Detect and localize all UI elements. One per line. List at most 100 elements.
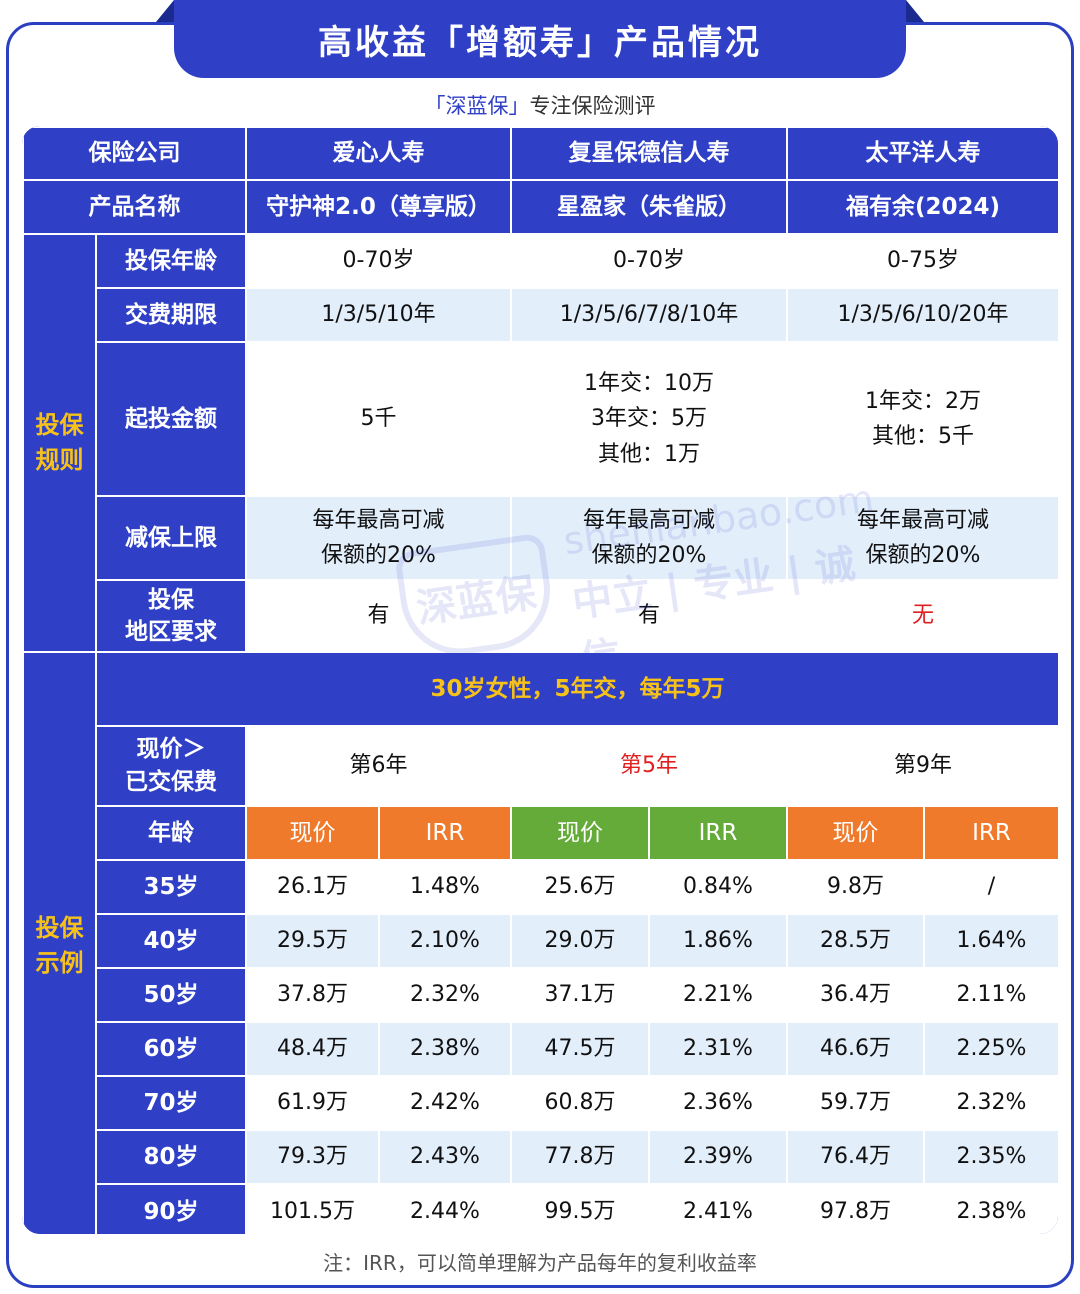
age-3: 0-75岁: [786, 233, 1058, 289]
rules-label-line-2: 规则: [35, 446, 84, 474]
min-amount-1-line: 5千: [360, 406, 397, 432]
row-value: 2.44%: [378, 1183, 512, 1234]
row-age: 80岁: [95, 1129, 247, 1185]
table-row: 50岁 37.8万 2.32% 37.1万 2.21% 36.4万 2.11%: [23, 967, 1058, 1023]
term-label: 交费期限: [95, 287, 247, 343]
reduce-2-line-2: 保额的20%: [591, 543, 707, 568]
min-amount-3-line-2: 其他：5千: [872, 424, 974, 449]
subtitle: 「深蓝保」专注保险测评: [0, 90, 1080, 120]
page-title: 高收益「增额寿」产品情况: [174, 0, 906, 78]
row-age: 60岁: [95, 1021, 247, 1077]
row-age: 50岁: [95, 967, 247, 1023]
row-value: 2.21%: [648, 967, 788, 1023]
row-value: 2.31%: [648, 1021, 788, 1077]
row-value: 2.32%: [923, 1075, 1058, 1131]
row-value: 60.8万: [510, 1075, 650, 1131]
min-amount-2: 1年交：10万 3年交：5万 其他：1万: [510, 341, 788, 497]
table-row: 40岁 29.5万 2.10% 29.0万 1.86% 28.5万 1.64%: [23, 913, 1058, 969]
row-value: 2.36%: [648, 1075, 788, 1131]
row-value: 1.48%: [378, 859, 512, 915]
min-amount-3: 1年交：2万 其他：5千: [786, 341, 1058, 497]
row-value: 59.7万: [786, 1075, 925, 1131]
row-value: 2.11%: [923, 967, 1058, 1023]
row-value: 97.8万: [786, 1183, 925, 1234]
row-value: 2.38%: [923, 1183, 1058, 1234]
row-value: 37.1万: [510, 967, 650, 1023]
company-row: 保险公司 爱心人寿 复星保德信人寿 太平洋人寿: [22, 126, 1058, 181]
term-2: 1/3/5/6/7/8/10年: [510, 287, 788, 343]
company-1: 爱心人寿: [245, 126, 512, 181]
banner-ear-right: [906, 0, 924, 22]
row-age: 35岁: [95, 859, 247, 915]
cv-header-2: 现价: [510, 805, 650, 861]
row-value: 2.35%: [923, 1129, 1058, 1185]
table-row: 35岁 26.1万 1.48% 25.6万 0.84% 9.8万 /: [23, 859, 1058, 915]
product-1: 守护神2.0（尊享版）: [245, 179, 512, 235]
table-row: 60岁 48.4万 2.38% 47.5万 2.31% 46.6万 2.25%: [23, 1021, 1058, 1077]
region-label-line-2: 地区要求: [125, 619, 217, 645]
row-value: 2.41%: [648, 1183, 788, 1234]
age-label: 投保年龄: [95, 233, 247, 289]
value-header-row: 年龄 现价 IRR 现价 IRR 现价 IRR: [23, 805, 1058, 861]
term-rule-row: 交费期限 1/3/5/10年 1/3/5/6/7/8/10年 1/3/5/6/1…: [23, 287, 1058, 343]
subtitle-brand: 「深蓝保」: [424, 94, 530, 118]
row-value: 76.4万: [786, 1129, 925, 1185]
reduce-1: 每年最高可减 保额的20%: [245, 495, 512, 581]
reduce-2-line-1: 每年最高可减: [582, 507, 715, 533]
region-label-line-1: 投保: [148, 586, 194, 613]
comparison-table: 保险公司 爱心人寿 复星保德信人寿 太平洋人寿 产品名称 守护神2.0（尊享版）…: [22, 126, 1058, 1234]
row-value: 48.4万: [245, 1021, 380, 1077]
row-value: 28.5万: [786, 913, 925, 969]
case-row: 投保 示例 30岁女性，5年交，每年5万: [22, 651, 1058, 1234]
row-age: 40岁: [95, 913, 247, 969]
reduce-3-line-2: 保额的20%: [865, 543, 981, 568]
product-row: 产品名称 守护神2.0（尊享版） 星盈家（朱雀版） 福有余(2024): [22, 179, 1058, 235]
min-amount-3-line-1: 1年交：2万: [865, 388, 981, 414]
product-label: 产品名称: [22, 179, 247, 235]
row-value: 29.5万: [245, 913, 380, 969]
min-amount-2-line-2: 3年交：5万: [591, 406, 707, 432]
row-value: 26.1万: [245, 859, 380, 915]
region-3: 无: [786, 579, 1058, 653]
row-value: 1.64%: [923, 913, 1058, 969]
region-1: 有: [245, 579, 512, 653]
region-2: 有: [510, 579, 788, 653]
age-rule-row: 投保 规则 投保年龄 0-70岁 0-70岁 0-75岁: [22, 233, 1058, 653]
breakeven-2: 第5年: [510, 725, 788, 807]
term-3: 1/3/5/6/10/20年: [786, 287, 1058, 343]
reduce-1-line-2: 保额的20%: [321, 543, 436, 568]
row-value: 77.8万: [510, 1129, 650, 1185]
row-value: 101.5万: [245, 1183, 380, 1234]
product-3: 福有余(2024): [786, 179, 1058, 235]
row-value: 29.0万: [510, 913, 650, 969]
table-row: 70岁 61.9万 2.42% 60.8万 2.36% 59.7万 2.32%: [23, 1075, 1058, 1131]
footnote: 注：IRR，可以简单理解为产品每年的复利收益率: [323, 1251, 757, 1275]
min-amount-2-line-3: 其他：1万: [598, 441, 700, 467]
min-amount-label: 起投金额: [95, 341, 247, 497]
product-2: 星盈家（朱雀版）: [510, 179, 788, 235]
company-label: 保险公司: [22, 126, 247, 181]
banner-ear-left: [156, 0, 174, 22]
row-value: 46.6万: [786, 1021, 925, 1077]
row-value: 2.43%: [378, 1129, 512, 1185]
row-value: 25.6万: [510, 859, 650, 915]
row-value: 99.5万: [510, 1183, 650, 1234]
row-value: 36.4万: [786, 967, 925, 1023]
example-label-line-1: 投保: [35, 914, 84, 943]
cv-header-1: 现价: [245, 805, 380, 861]
breakeven-3: 第9年: [786, 725, 1058, 807]
case-description: 30岁女性，5年交，每年5万: [95, 651, 1058, 727]
min-amount-1: 5千: [245, 341, 512, 497]
region-label: 投保 地区要求: [95, 579, 247, 653]
row-value: 2.39%: [648, 1129, 788, 1185]
example-section-label: 投保 示例: [22, 651, 97, 1234]
irr-header-2: IRR: [648, 805, 788, 861]
row-value: 37.8万: [245, 967, 380, 1023]
row-age: 90岁: [95, 1183, 247, 1234]
table-row: 90岁 101.5万 2.44% 99.5万 2.41% 97.8万 2.38%: [23, 1183, 1058, 1234]
term-1: 1/3/5/10年: [245, 287, 512, 343]
example-label-line-2: 示例: [35, 949, 84, 977]
reduce-3: 每年最高可减 保额的20%: [786, 495, 1058, 581]
irr-header-3: IRR: [923, 805, 1058, 861]
irr-header-1: IRR: [378, 805, 512, 861]
